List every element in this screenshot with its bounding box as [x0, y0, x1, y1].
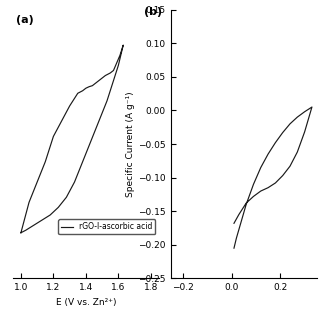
X-axis label: E (V vs. Zn²⁺): E (V vs. Zn²⁺): [56, 298, 116, 307]
Text: (a): (a): [16, 15, 34, 25]
Legend: rGO-l-ascorbic acid: rGO-l-ascorbic acid: [58, 219, 155, 234]
Text: (b): (b): [144, 7, 163, 17]
Y-axis label: Specific Current (A g⁻¹): Specific Current (A g⁻¹): [126, 91, 135, 197]
